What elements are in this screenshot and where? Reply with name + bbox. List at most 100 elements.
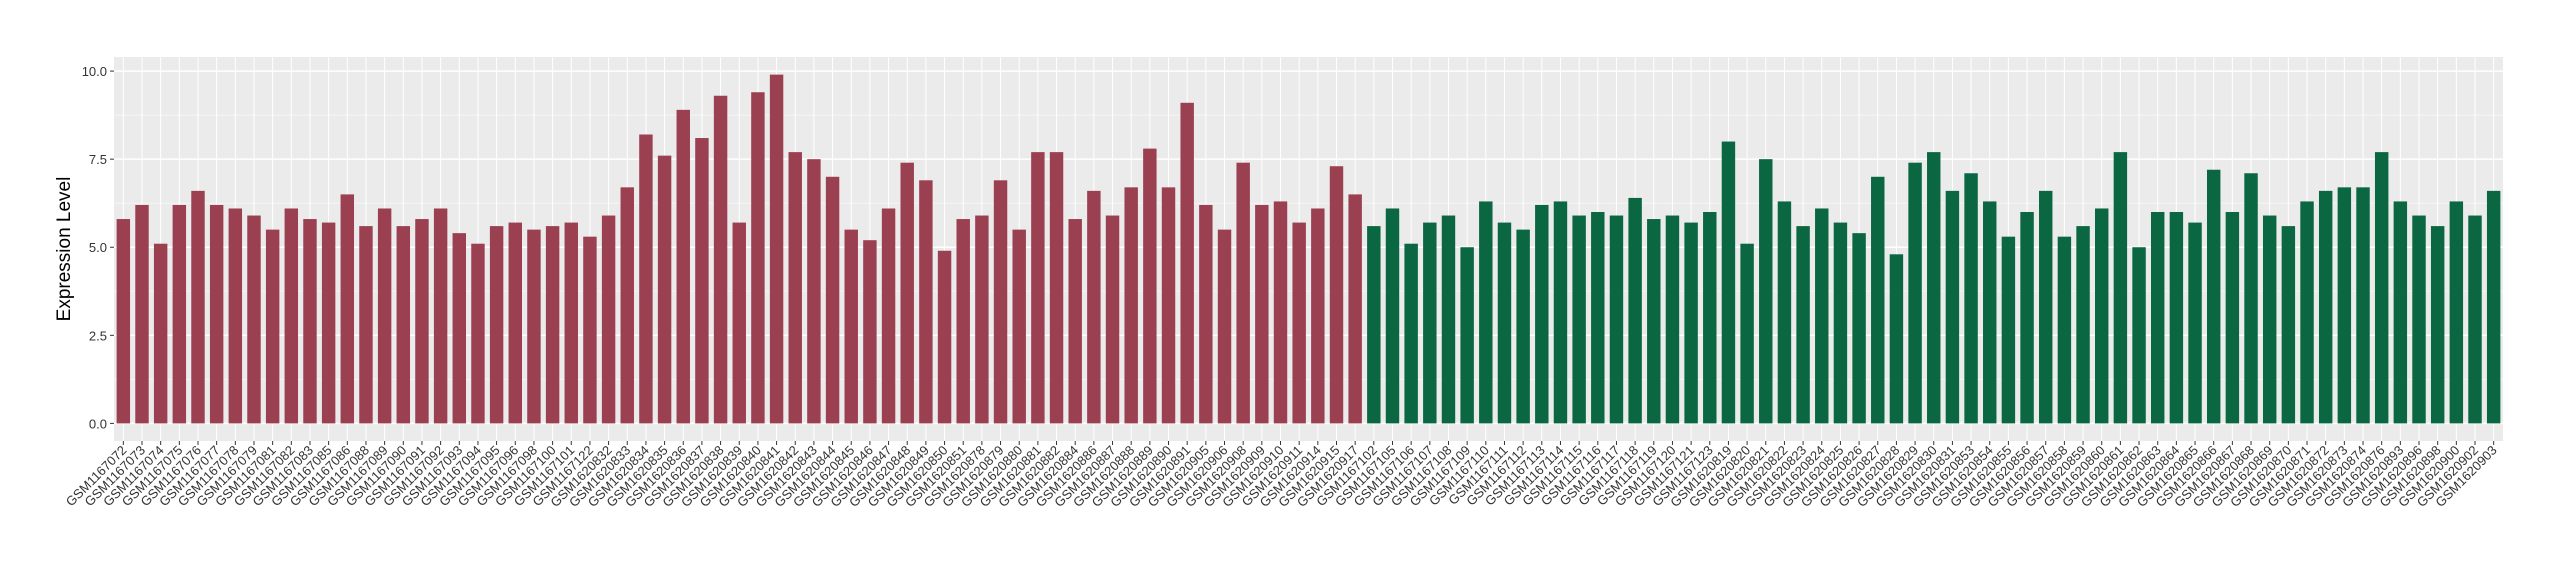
bar bbox=[284, 208, 299, 424]
bar bbox=[1236, 162, 1250, 424]
bar bbox=[415, 219, 429, 424]
bar bbox=[844, 229, 858, 424]
bar bbox=[863, 240, 877, 424]
bar bbox=[489, 226, 504, 424]
bar bbox=[2132, 247, 2146, 424]
bar bbox=[769, 74, 784, 424]
bar bbox=[564, 222, 578, 424]
y-tick-label: 5.0 bbox=[89, 240, 107, 255]
bar bbox=[1927, 152, 1941, 424]
bar bbox=[191, 190, 205, 424]
bar bbox=[1553, 201, 1568, 424]
bar bbox=[172, 204, 187, 424]
bar bbox=[601, 215, 616, 424]
bar bbox=[676, 109, 690, 424]
bar bbox=[1143, 148, 1157, 424]
bar bbox=[1945, 190, 1960, 424]
bar bbox=[1385, 208, 1400, 424]
bar bbox=[1516, 229, 1530, 424]
bar bbox=[2057, 236, 2072, 424]
bar bbox=[545, 226, 560, 424]
bar bbox=[1329, 166, 1344, 424]
bar bbox=[657, 155, 672, 424]
bar bbox=[228, 208, 243, 424]
bar bbox=[2169, 212, 2184, 424]
bar bbox=[2393, 201, 2408, 424]
bar bbox=[620, 187, 634, 424]
bar bbox=[1572, 215, 1586, 424]
bar bbox=[359, 226, 373, 424]
bar bbox=[396, 226, 411, 424]
bar bbox=[937, 250, 952, 424]
bar bbox=[1647, 219, 1661, 424]
bar bbox=[1124, 187, 1138, 424]
bar bbox=[471, 243, 485, 424]
bar bbox=[2374, 152, 2389, 424]
bar bbox=[1535, 204, 1549, 424]
bar bbox=[1180, 102, 1194, 424]
y-tick-label: 7.5 bbox=[89, 152, 107, 167]
bar bbox=[1460, 247, 1474, 424]
bar bbox=[2244, 173, 2258, 424]
bar bbox=[1983, 201, 1997, 424]
bar bbox=[433, 208, 448, 424]
bar bbox=[265, 229, 280, 424]
bar bbox=[2039, 190, 2053, 424]
bar bbox=[1740, 243, 1754, 424]
bar bbox=[2262, 215, 2277, 424]
bar bbox=[713, 95, 728, 424]
bar bbox=[1497, 222, 1512, 424]
bar bbox=[2225, 212, 2240, 424]
bar bbox=[2095, 208, 2109, 424]
bar bbox=[751, 92, 765, 424]
bar bbox=[2449, 201, 2464, 424]
bar bbox=[900, 162, 914, 424]
bar bbox=[975, 215, 989, 424]
bar bbox=[153, 243, 168, 424]
bar bbox=[732, 222, 746, 424]
bar bbox=[1777, 201, 1792, 424]
bar bbox=[2300, 201, 2314, 424]
bar bbox=[1665, 215, 1680, 424]
bar bbox=[1479, 201, 1493, 424]
bar bbox=[807, 159, 821, 424]
bar bbox=[209, 204, 224, 424]
bar bbox=[2020, 212, 2034, 424]
bar bbox=[1199, 204, 1213, 424]
bar bbox=[2356, 187, 2370, 424]
bar bbox=[508, 222, 522, 424]
bar bbox=[1609, 215, 1624, 424]
bar bbox=[1217, 229, 1232, 424]
bar bbox=[2337, 187, 2352, 424]
bar bbox=[1852, 233, 1866, 424]
bar bbox=[919, 180, 933, 424]
bar bbox=[993, 180, 1008, 424]
bar bbox=[2113, 152, 2128, 424]
bar bbox=[2150, 212, 2165, 424]
bar bbox=[1255, 204, 1269, 424]
bar bbox=[695, 138, 709, 424]
bar bbox=[788, 152, 802, 424]
bar bbox=[247, 215, 261, 424]
bar bbox=[2281, 226, 2296, 424]
bar bbox=[2188, 222, 2202, 424]
bar bbox=[452, 233, 467, 424]
bar bbox=[1721, 141, 1736, 424]
y-tick-label: 10.0 bbox=[82, 64, 107, 79]
bar bbox=[1759, 159, 1773, 424]
bar bbox=[321, 222, 336, 424]
bar bbox=[639, 134, 653, 424]
bar bbox=[1161, 187, 1176, 424]
bar bbox=[2430, 226, 2445, 424]
bar bbox=[1273, 201, 1288, 424]
bar bbox=[1087, 190, 1101, 424]
bar bbox=[377, 208, 392, 424]
bar bbox=[2318, 190, 2333, 424]
bar bbox=[1908, 162, 1922, 424]
bar bbox=[1703, 212, 1717, 424]
bar bbox=[1292, 222, 1306, 424]
bar bbox=[1423, 222, 1437, 424]
bar bbox=[2076, 226, 2090, 424]
bar bbox=[1628, 197, 1642, 424]
